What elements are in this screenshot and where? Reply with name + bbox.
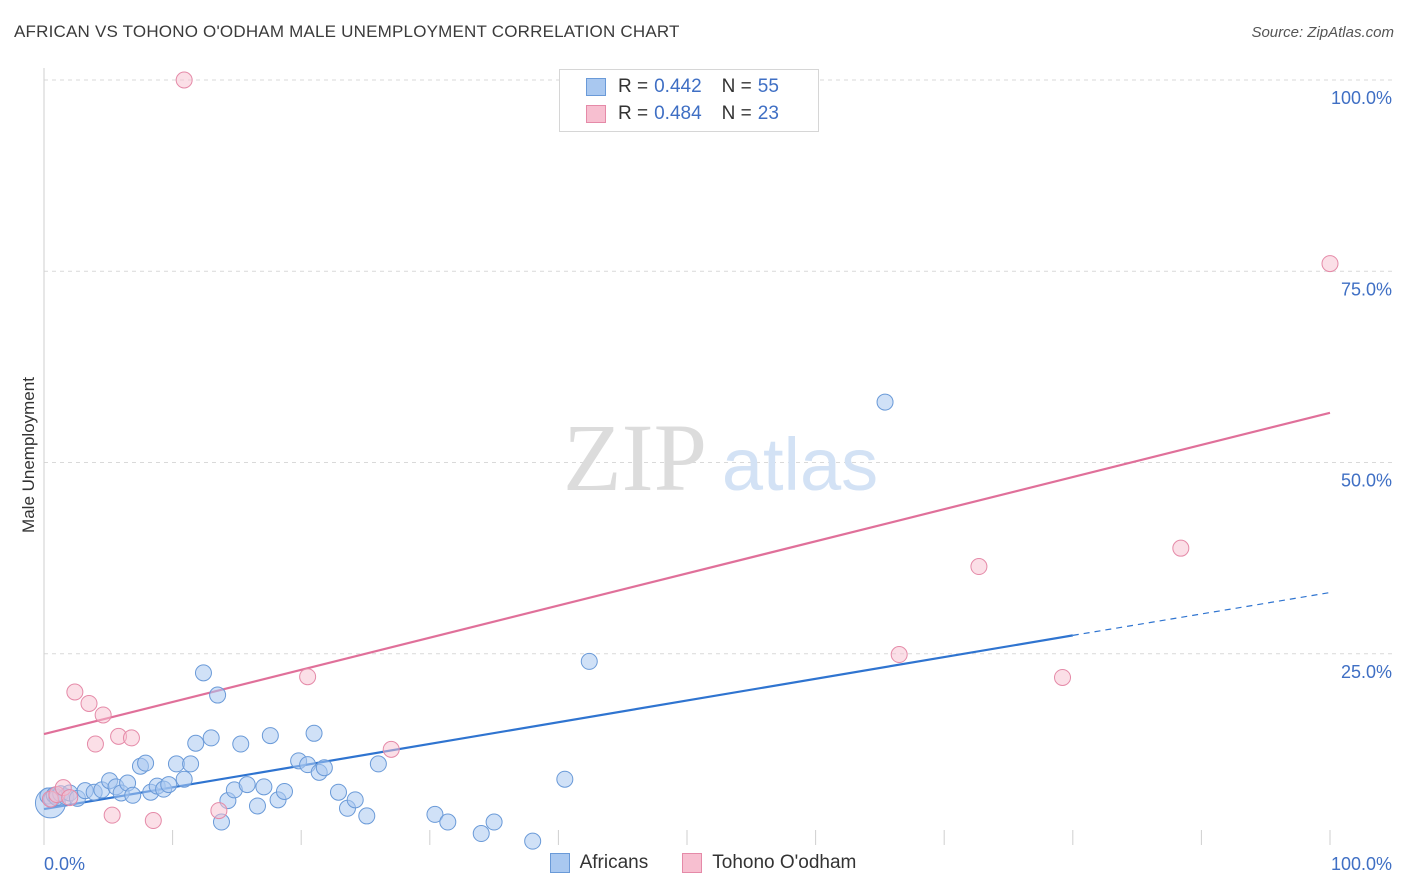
africans-trend-extension: [1072, 591, 1331, 636]
legend-row-africans: R = 0.442 N = 55: [586, 75, 779, 99]
tohono-point: [382, 740, 400, 758]
africans-point: [255, 778, 273, 796]
africans-point: [876, 393, 894, 411]
tohono-point: [61, 789, 79, 807]
tohono-trend-line: [43, 411, 1331, 736]
axes: [43, 68, 1331, 845]
gridlines: [44, 79, 1392, 655]
africans-point: [238, 776, 256, 794]
africans-swatch: [549, 853, 570, 873]
x-tick-label: 100.0%: [1331, 854, 1392, 874]
tick-labels: 25.0% 50.0% 75.0% 100.0% 0.0% 100.0%: [44, 88, 1392, 874]
africans-point: [524, 832, 542, 850]
africans-point: [187, 734, 205, 752]
tohono-point: [94, 706, 112, 724]
africans-point: [485, 813, 503, 831]
africans-point: [167, 755, 185, 773]
africans-point: [232, 735, 250, 753]
tohono-swatch: [682, 853, 703, 873]
tohono-point: [1172, 539, 1190, 557]
tohono-point: [103, 806, 121, 824]
legend-n-value: 55: [757, 76, 779, 97]
africans-point: [358, 807, 376, 825]
tohono-label: Tohono O'odham: [712, 852, 857, 873]
source-label: Source: ZipAtlas.com: [1251, 24, 1394, 41]
watermark: ZIP atlas: [563, 404, 878, 511]
chart-title: AFRICAN VS TOHONO O'ODHAM MALE UNEMPLOYM…: [14, 22, 680, 41]
legend-n-value: 23: [757, 103, 779, 124]
africans-point: [580, 652, 598, 670]
africans-point: [209, 686, 227, 704]
watermark-atlas: atlas: [722, 423, 878, 506]
africans-point: [329, 783, 347, 801]
africans-point: [315, 759, 333, 777]
tohono-point: [210, 802, 228, 820]
africans-point: [346, 791, 364, 809]
africans-point: [124, 786, 142, 804]
y-tick-label: 75.0%: [1341, 279, 1392, 299]
legend-row-tohono: R = 0.484 N = 23: [586, 102, 779, 126]
tohono-point: [86, 735, 104, 753]
africans-point: [472, 825, 490, 843]
legend-r-label: R =: [618, 103, 649, 124]
tohono-point: [299, 668, 317, 686]
legend-r-value: 0.442: [654, 76, 702, 97]
africans-point: [439, 813, 457, 831]
legend-item-africans[interactable]: Africans: [549, 852, 649, 874]
africans-point: [369, 755, 387, 773]
africans-point: [175, 770, 193, 788]
africans-point: [248, 797, 266, 815]
legend-r-label: R =: [618, 76, 649, 97]
legend-item-tohono[interactable]: Tohono O'odham: [682, 852, 856, 874]
tohono-point: [144, 812, 162, 830]
tohono-point: [122, 729, 140, 747]
legend-swatch-blue: [586, 78, 606, 96]
legend-swatch-pink: [586, 105, 606, 123]
y-tick-label: 100.0%: [1331, 88, 1392, 108]
africans-point: [137, 754, 155, 772]
tohono-point: [890, 646, 908, 664]
watermark-zip: ZIP: [563, 404, 707, 511]
trend-lines: [43, 411, 1331, 811]
x-tick-label: 0.0%: [44, 854, 85, 874]
tohono-point: [66, 683, 84, 701]
africans-point: [305, 724, 323, 742]
africans-point: [160, 776, 178, 794]
tohono-point: [80, 694, 98, 712]
legend-n-label: N =: [721, 103, 752, 124]
legend-r-value: 0.484: [654, 103, 702, 124]
tohono-point: [175, 71, 193, 89]
africans-point: [194, 664, 212, 682]
africans-point: [275, 782, 293, 800]
africans-point: [182, 755, 200, 773]
series-legend: Africans Tohono O'odham: [0, 852, 1406, 874]
legend-n-label: N =: [721, 76, 752, 97]
africans-point: [261, 727, 279, 745]
tohono-point: [1054, 668, 1072, 686]
y-tick-label: 25.0%: [1341, 662, 1392, 682]
y-axis-label: Male Unemployment: [19, 377, 38, 533]
africans-point: [202, 729, 220, 747]
data-points: [34, 71, 1339, 850]
y-tick-label: 50.0%: [1341, 471, 1392, 491]
africans-label: Africans: [579, 852, 649, 873]
africans-point: [556, 770, 574, 788]
tohono-point: [970, 558, 988, 576]
tohono-point: [1321, 255, 1339, 273]
africans-trend-line: [43, 634, 1073, 811]
africans-point: [426, 805, 444, 823]
correlation-legend: R = 0.442 N = 55 R = 0.484 N = 23: [559, 69, 819, 132]
